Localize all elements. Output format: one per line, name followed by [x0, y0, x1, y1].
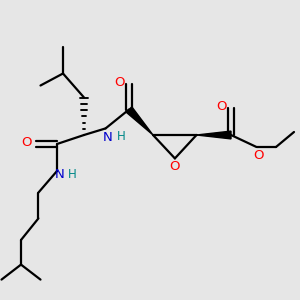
Polygon shape — [196, 131, 231, 139]
Text: O: O — [253, 148, 263, 162]
Text: H: H — [117, 130, 126, 143]
Polygon shape — [126, 107, 153, 135]
Text: N: N — [55, 167, 64, 181]
Text: O: O — [170, 160, 180, 173]
Text: H: H — [68, 167, 77, 181]
Text: O: O — [114, 76, 125, 89]
Text: O: O — [21, 136, 32, 149]
Text: N: N — [103, 131, 113, 144]
Text: O: O — [216, 100, 226, 113]
